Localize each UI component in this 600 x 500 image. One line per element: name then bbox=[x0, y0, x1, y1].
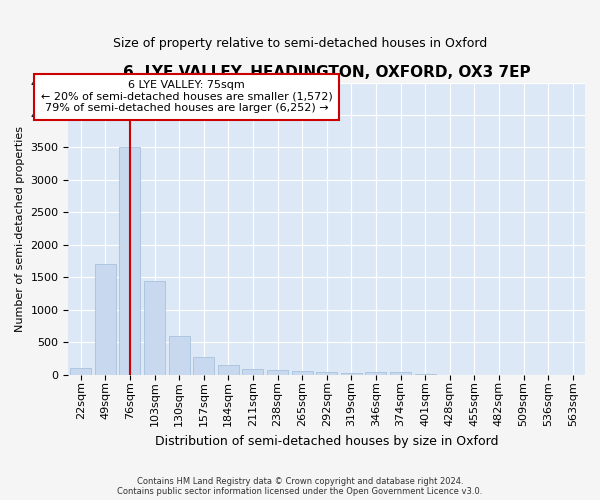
Text: Contains public sector information licensed under the Open Government Licence v3: Contains public sector information licen… bbox=[118, 488, 482, 496]
Text: Size of property relative to semi-detached houses in Oxford: Size of property relative to semi-detach… bbox=[113, 38, 487, 51]
Bar bbox=[267, 370, 288, 375]
Title: 6, LYE VALLEY, HEADINGTON, OXFORD, OX3 7EP: 6, LYE VALLEY, HEADINGTON, OXFORD, OX3 7… bbox=[123, 65, 530, 80]
Bar bbox=[119, 148, 140, 375]
Text: 6 LYE VALLEY: 75sqm
← 20% of semi-detached houses are smaller (1,572)
79% of sem: 6 LYE VALLEY: 75sqm ← 20% of semi-detach… bbox=[41, 80, 332, 114]
Bar bbox=[218, 364, 239, 375]
Bar bbox=[95, 264, 116, 375]
X-axis label: Distribution of semi-detached houses by size in Oxford: Distribution of semi-detached houses by … bbox=[155, 434, 499, 448]
Y-axis label: Number of semi-detached properties: Number of semi-detached properties bbox=[15, 126, 25, 332]
Text: Contains HM Land Registry data © Crown copyright and database right 2024.: Contains HM Land Registry data © Crown c… bbox=[137, 478, 463, 486]
Bar bbox=[365, 372, 386, 375]
Bar bbox=[390, 372, 411, 375]
Bar bbox=[341, 373, 362, 375]
Bar bbox=[292, 371, 313, 375]
Bar bbox=[169, 336, 190, 375]
Bar bbox=[316, 372, 337, 375]
Bar bbox=[144, 280, 165, 375]
Bar bbox=[70, 368, 91, 375]
Bar bbox=[193, 358, 214, 375]
Bar bbox=[242, 369, 263, 375]
